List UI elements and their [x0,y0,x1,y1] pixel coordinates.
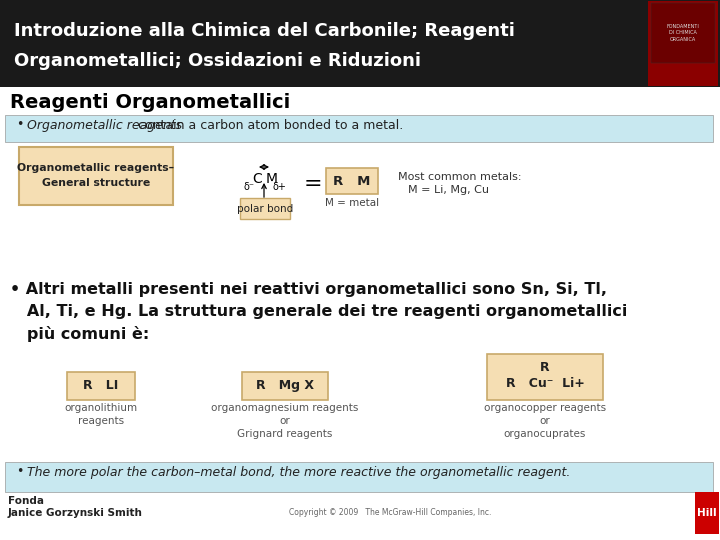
Text: più comuni è:: più comuni è: [10,326,149,342]
FancyBboxPatch shape [67,372,135,400]
FancyBboxPatch shape [242,372,328,400]
Text: R   LI: R LI [84,379,119,392]
Text: R   M: R M [333,175,371,188]
Text: •: • [16,118,23,131]
Text: R   Cu⁻  Li+: R Cu⁻ Li+ [505,377,585,390]
Text: Introduzione alla Chimica del Carbonile; Reagenti: Introduzione alla Chimica del Carbonile;… [14,22,515,40]
Text: •: • [16,465,23,478]
Text: Janice Gorzynski Smith: Janice Gorzynski Smith [8,508,143,518]
Text: Organometallic reagents: Organometallic reagents [27,119,182,132]
Text: The more polar the carbon–metal bond, the more reactive the organometallic reage: The more polar the carbon–metal bond, th… [27,466,570,479]
Text: Most common metals:: Most common metals: [398,172,521,182]
Text: R   Mg X: R Mg X [256,379,314,392]
FancyBboxPatch shape [695,492,719,534]
FancyBboxPatch shape [5,115,713,142]
Text: • Altri metalli presenti nei reattivi organometallici sono Sn, Si, Tl,: • Altri metalli presenti nei reattivi or… [10,282,607,297]
FancyBboxPatch shape [651,3,715,63]
Text: polar bond: polar bond [237,204,293,214]
FancyBboxPatch shape [487,354,603,400]
Text: =: = [304,174,323,194]
Text: δ⁻: δ⁻ [243,182,254,192]
Text: Reagenti Organometallici: Reagenti Organometallici [10,93,290,112]
FancyBboxPatch shape [240,198,290,219]
FancyBboxPatch shape [648,1,718,86]
Text: R: R [540,361,550,374]
Text: δ+: δ+ [272,182,286,192]
Text: Copyright © 2009   The McGraw-Hill Companies, Inc.: Copyright © 2009 The McGraw-Hill Compani… [289,508,491,517]
FancyBboxPatch shape [5,462,713,492]
Text: contain a carbon atom bonded to a metal.: contain a carbon atom bonded to a metal. [134,119,403,132]
Text: Al, Ti, e Hg. La struttura generale dei tre reagenti organometallici: Al, Ti, e Hg. La struttura generale dei … [10,304,627,319]
Text: Organometallici; Ossidazioni e Riduzioni: Organometallici; Ossidazioni e Riduzioni [14,52,421,70]
Text: Hill: Hill [697,508,717,518]
Text: organolithium
reagents: organolithium reagents [64,403,138,426]
FancyBboxPatch shape [326,168,378,194]
Text: C: C [252,172,262,186]
Text: organomagnesium reagents
or
Grignard reagents: organomagnesium reagents or Grignard rea… [211,403,359,440]
Text: General structure: General structure [42,178,150,188]
Text: M = Li, Mg, Cu: M = Li, Mg, Cu [408,185,489,195]
Text: Fonda: Fonda [8,496,44,506]
FancyBboxPatch shape [0,0,720,87]
Text: M: M [266,172,278,186]
Text: organocopper reagents
or
organocuprates: organocopper reagents or organocuprates [484,403,606,440]
Text: M = metal: M = metal [325,198,379,208]
Text: Organometallic reagents–: Organometallic reagents– [17,163,174,173]
FancyBboxPatch shape [19,147,173,205]
Text: FONDAMENTI
DI CHIMICA
ORGANICA: FONDAMENTI DI CHIMICA ORGANICA [667,24,699,42]
